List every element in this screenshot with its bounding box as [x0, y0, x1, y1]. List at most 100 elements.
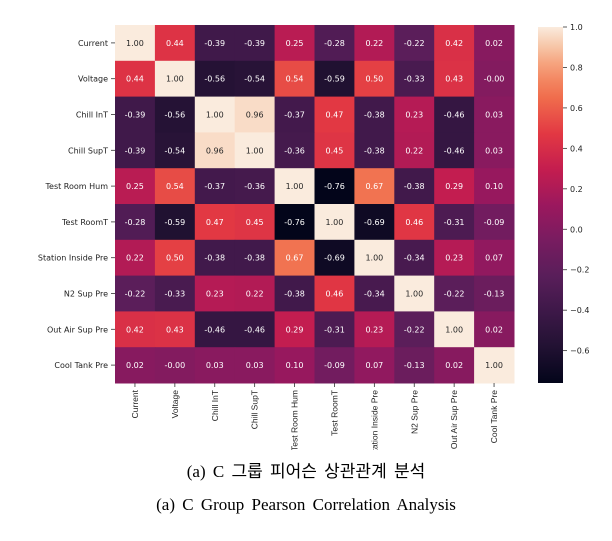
cell-value-label: -0.34	[404, 254, 425, 263]
cell-value-label: -0.46	[444, 111, 465, 120]
cell-value-label: 0.25	[286, 39, 304, 48]
heatmap-cell	[194, 96, 236, 133]
heatmap-cell	[314, 204, 355, 241]
heatmap-cell	[394, 204, 435, 241]
cell-value-label: 0.67	[365, 182, 383, 191]
heatmap-cell	[115, 96, 156, 133]
cell-value-label: 0.03	[485, 146, 503, 155]
heatmap-cell	[115, 60, 156, 98]
caption-english: (a) C Group Pearson Correlation Analysis	[156, 495, 456, 514]
x-tick-label: N2 Sup Pre	[409, 390, 419, 434]
cell-value-label: -0.38	[404, 182, 425, 191]
cell-value-label: 1.00	[286, 182, 304, 191]
y-tick-label: Chill SupT	[68, 146, 108, 155]
cell-value-label: -0.31	[444, 218, 465, 227]
cell-value-label: -0.22	[125, 290, 146, 299]
heatmap-cell	[474, 311, 515, 348]
heatmap-cell	[274, 275, 315, 312]
y-tick-label: Out Air Sup Pre	[47, 325, 108, 334]
cell-value-label: 0.45	[326, 146, 344, 155]
heatmap-cell	[194, 275, 236, 312]
y-tick-label: N2 Sup Pre	[64, 290, 108, 299]
heatmap-cell	[154, 239, 196, 277]
heatmap-cell	[234, 204, 276, 241]
heatmap-cell	[234, 347, 276, 384]
cell-value-label: 0.07	[365, 361, 383, 370]
heatmap-cells	[115, 25, 515, 384]
cell-value-label: 0.43	[166, 325, 184, 334]
heatmap-cell	[474, 60, 515, 98]
heatmap-cell	[154, 132, 196, 169]
heatmap-cell	[394, 239, 435, 277]
cell-value-label: 0.03	[246, 361, 264, 370]
heatmap-cell	[434, 168, 475, 205]
heatmap-cell	[314, 275, 355, 312]
heatmap-cell	[354, 347, 395, 384]
y-tick-label: Chill InT	[76, 111, 108, 120]
cell-value-label: -0.28	[125, 218, 146, 227]
cell-value-label: 0.44	[166, 39, 184, 48]
heatmap-cell	[474, 132, 515, 169]
cell-value-label: -0.39	[244, 39, 265, 48]
colorbar	[538, 27, 563, 383]
colorbar-tick-label: −0.2	[570, 266, 589, 275]
heatmap-cell	[354, 275, 395, 312]
cell-value-label: 0.10	[286, 361, 304, 370]
y-tick-label: Test RoomT	[61, 218, 108, 227]
heatmap-cell	[194, 347, 236, 384]
colorbar-tick-label: 0.6	[570, 104, 583, 113]
heatmap-cell	[154, 96, 196, 133]
cell-value-label: 0.96	[206, 146, 224, 155]
cell-value-label: -0.69	[324, 254, 345, 263]
heatmap-cell	[474, 239, 515, 277]
heatmap-cell	[394, 275, 435, 312]
cell-value-label: -0.33	[404, 75, 425, 84]
heatmap-cell	[234, 275, 276, 312]
cell-value-label: -0.09	[484, 218, 505, 227]
cell-value-label: 0.46	[326, 290, 344, 299]
heatmap-cell	[354, 311, 395, 348]
heatmap-cell	[115, 132, 156, 169]
colorbar-tick-label: 1.0	[570, 23, 583, 32]
heatmap-cell	[115, 347, 156, 384]
heatmap-cell	[234, 168, 276, 205]
cell-value-label: 0.42	[126, 325, 144, 334]
cell-value-label: 0.46	[405, 218, 423, 227]
heatmap-cell	[434, 204, 475, 241]
heatmap-cell	[154, 60, 196, 98]
cell-value-label: -0.33	[164, 290, 185, 299]
cell-value-label: 0.45	[246, 218, 264, 227]
cell-value-label: -0.31	[324, 325, 345, 334]
heatmap-cell	[234, 60, 276, 98]
colorbar-ticks: 1.0 0.8 0.6 0.4 0.2 0.0 −0.2 −0.4 −0.6	[563, 23, 589, 356]
heatmap-cell	[394, 347, 435, 384]
heatmap-cell	[474, 347, 515, 384]
colorbar-tick-label: 0.0	[570, 225, 583, 234]
x-tick-label: Test RoomT	[329, 390, 339, 436]
cell-value-label: 0.22	[246, 290, 264, 299]
y-axis-ticks: Current Voltage Chill InT Chill SupT Test Ro…	[38, 39, 115, 370]
cell-value-label: 0.03	[206, 361, 224, 370]
cell-value-label: -0.13	[484, 290, 505, 299]
cell-value-label: -0.38	[364, 111, 385, 120]
heatmap-cell	[314, 25, 355, 62]
cell-value-label: -0.76	[324, 182, 345, 191]
heatmap-cell	[474, 96, 515, 133]
cell-value-label: -0.46	[444, 146, 465, 155]
heatmap-cell	[234, 132, 276, 169]
heatmap-cell	[474, 168, 515, 205]
cell-value-label: -0.00	[484, 75, 505, 84]
cell-value-label: 0.07	[485, 254, 503, 263]
cell-value-label: -0.37	[284, 111, 305, 120]
heatmap-cell	[194, 60, 236, 98]
heatmap-cell	[354, 239, 395, 277]
cell-value-label: 1.00	[445, 325, 463, 334]
heatmap-cell	[115, 275, 156, 312]
cell-value-label: -0.22	[444, 290, 465, 299]
cell-value-label: 0.50	[365, 75, 383, 84]
cell-value-label: 0.02	[445, 361, 463, 370]
heatmap-cell	[234, 25, 276, 62]
cell-value-label: -0.38	[364, 146, 385, 155]
cell-value-label: 0.43	[445, 75, 463, 84]
heatmap-cell	[234, 239, 276, 277]
